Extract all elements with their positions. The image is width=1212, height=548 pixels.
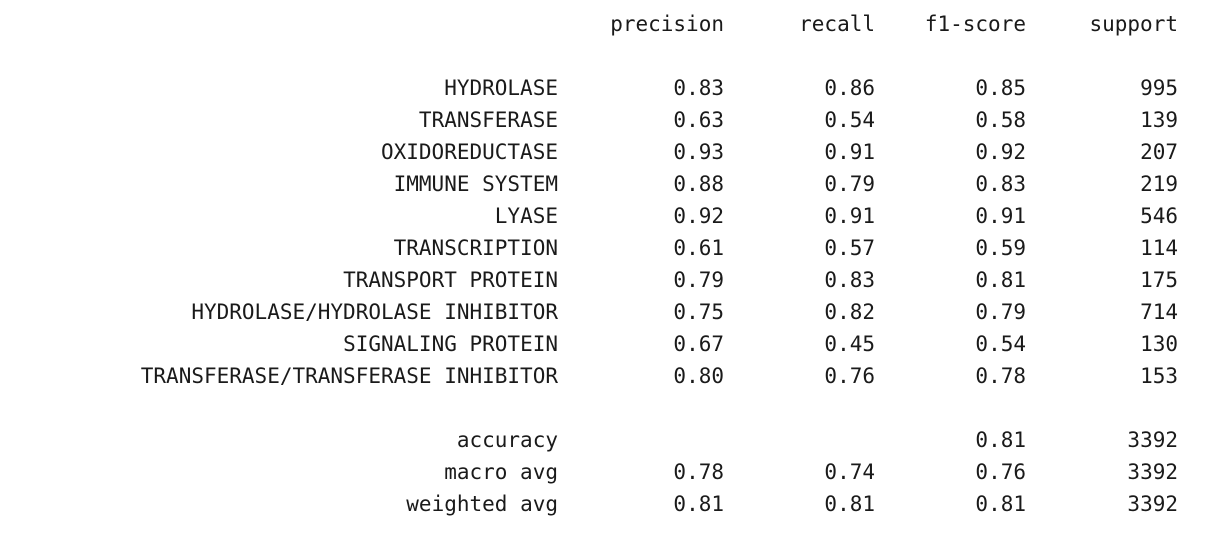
support-value: 3392 bbox=[1127, 428, 1178, 452]
support-value: 175 bbox=[1140, 268, 1178, 292]
summary-row-accuracy: accuracy 0.81 3392 bbox=[0, 426, 1212, 454]
table-row: TRANSPORT PROTEIN 0.79 0.83 0.81 175 bbox=[0, 266, 1212, 294]
f1-score-value: 0.81 bbox=[975, 492, 1026, 516]
recall-value: 0.83 bbox=[824, 268, 875, 292]
precision-value: 0.88 bbox=[673, 172, 724, 196]
header-row: precision recall f1-score support bbox=[0, 10, 1212, 38]
support-value: 3392 bbox=[1127, 460, 1178, 484]
support-value: 114 bbox=[1140, 236, 1178, 260]
precision-value: 0.75 bbox=[673, 300, 724, 324]
table-row: SIGNALING PROTEIN 0.67 0.45 0.54 130 bbox=[0, 330, 1212, 358]
f1-score-value: 0.83 bbox=[975, 172, 1026, 196]
precision-value: 0.79 bbox=[673, 268, 724, 292]
header-f1-score: f1-score bbox=[924, 12, 1026, 36]
support-value: 130 bbox=[1140, 332, 1178, 356]
support-value: 139 bbox=[1140, 108, 1178, 132]
support-value: 995 bbox=[1140, 76, 1178, 100]
f1-score-value: 0.81 bbox=[975, 428, 1026, 452]
f1-score-value: 0.58 bbox=[975, 108, 1026, 132]
precision-value: 0.92 bbox=[673, 204, 724, 228]
recall-value: 0.81 bbox=[824, 492, 875, 516]
precision-value: 0.63 bbox=[673, 108, 724, 132]
class-label: OXIDOREDUCTASE bbox=[380, 140, 558, 164]
recall-value: 0.91 bbox=[824, 140, 875, 164]
recall-value: 0.54 bbox=[824, 108, 875, 132]
precision-value: 0.61 bbox=[673, 236, 724, 260]
f1-score-value: 0.78 bbox=[975, 364, 1026, 388]
summary-label: macro avg bbox=[444, 460, 558, 484]
f1-score-value: 0.92 bbox=[975, 140, 1026, 164]
recall-value: 0.86 bbox=[824, 76, 875, 100]
recall-value: 0.57 bbox=[824, 236, 875, 260]
table-row: TRANSCRIPTION 0.61 0.57 0.59 114 bbox=[0, 234, 1212, 262]
class-label: IMMUNE SYSTEM bbox=[393, 172, 558, 196]
summary-label: accuracy bbox=[456, 428, 558, 452]
summary-row-weighted-avg: weighted avg 0.81 0.81 0.81 3392 bbox=[0, 490, 1212, 518]
precision-value: 0.83 bbox=[673, 76, 724, 100]
table-row: TRANSFERASE 0.63 0.54 0.58 139 bbox=[0, 106, 1212, 134]
table-row: HYDROLASE/HYDROLASE INHIBITOR 0.75 0.82 … bbox=[0, 298, 1212, 326]
table-row: LYASE 0.92 0.91 0.91 546 bbox=[0, 202, 1212, 230]
recall-value: 0.45 bbox=[824, 332, 875, 356]
f1-score-value: 0.79 bbox=[975, 300, 1026, 324]
class-label: LYASE bbox=[494, 204, 558, 228]
header-precision: precision bbox=[610, 12, 724, 36]
header-recall: recall bbox=[799, 12, 875, 36]
class-label: TRANSPORT PROTEIN bbox=[343, 268, 558, 292]
class-label: TRANSCRIPTION bbox=[393, 236, 558, 260]
summary-label: weighted avg bbox=[406, 492, 558, 516]
summary-row-macro-avg: macro avg 0.78 0.74 0.76 3392 bbox=[0, 458, 1212, 486]
recall-value: 0.79 bbox=[824, 172, 875, 196]
f1-score-value: 0.76 bbox=[975, 460, 1026, 484]
support-value: 153 bbox=[1140, 364, 1178, 388]
precision-value: 0.67 bbox=[673, 332, 724, 356]
class-label: HYDROLASE bbox=[444, 76, 558, 100]
recall-value: 0.82 bbox=[824, 300, 875, 324]
table-row: TRANSFERASE/TRANSFERASE INHIBITOR 0.80 0… bbox=[0, 362, 1212, 390]
recall-value: 0.91 bbox=[824, 204, 875, 228]
precision-value: 0.93 bbox=[673, 140, 724, 164]
support-value: 546 bbox=[1140, 204, 1178, 228]
precision-value: 0.81 bbox=[673, 492, 724, 516]
class-label: SIGNALING PROTEIN bbox=[343, 332, 558, 356]
precision-value: 0.78 bbox=[673, 460, 724, 484]
support-value: 219 bbox=[1140, 172, 1178, 196]
precision-value: 0.80 bbox=[673, 364, 724, 388]
table-row: HYDROLASE 0.83 0.86 0.85 995 bbox=[0, 74, 1212, 102]
support-value: 714 bbox=[1140, 300, 1178, 324]
recall-value: 0.76 bbox=[824, 364, 875, 388]
class-label: TRANSFERASE/TRANSFERASE INHIBITOR bbox=[140, 364, 558, 388]
support-value: 3392 bbox=[1127, 492, 1178, 516]
class-label: HYDROLASE/HYDROLASE INHIBITOR bbox=[191, 300, 558, 324]
recall-value: 0.74 bbox=[824, 460, 875, 484]
support-value: 207 bbox=[1140, 140, 1178, 164]
header-support: support bbox=[1089, 12, 1178, 36]
table-row: OXIDOREDUCTASE 0.93 0.91 0.92 207 bbox=[0, 138, 1212, 166]
f1-score-value: 0.54 bbox=[975, 332, 1026, 356]
f1-score-value: 0.91 bbox=[975, 204, 1026, 228]
table-row: IMMUNE SYSTEM 0.88 0.79 0.83 219 bbox=[0, 170, 1212, 198]
f1-score-value: 0.85 bbox=[975, 76, 1026, 100]
class-label: TRANSFERASE bbox=[418, 108, 558, 132]
f1-score-value: 0.81 bbox=[975, 268, 1026, 292]
f1-score-value: 0.59 bbox=[975, 236, 1026, 260]
